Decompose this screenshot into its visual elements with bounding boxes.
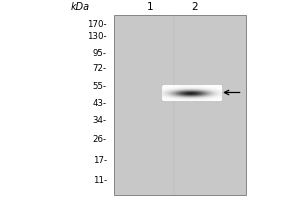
Text: 72-: 72- [93, 64, 107, 73]
Text: 11-: 11- [93, 176, 107, 185]
Text: 26-: 26- [93, 135, 107, 144]
Text: 43-: 43- [93, 99, 107, 108]
Text: 2: 2 [191, 2, 198, 12]
Text: 95-: 95- [93, 49, 107, 58]
Text: 17-: 17- [93, 156, 107, 165]
Bar [114, 15, 246, 195]
Text: 55-: 55- [93, 82, 107, 91]
Text: 34-: 34- [93, 116, 107, 125]
Text: 170-: 170- [87, 20, 107, 29]
Text: 130-: 130- [87, 32, 107, 41]
Text: 1: 1 [147, 2, 153, 12]
Text: kDa: kDa [71, 2, 90, 12]
